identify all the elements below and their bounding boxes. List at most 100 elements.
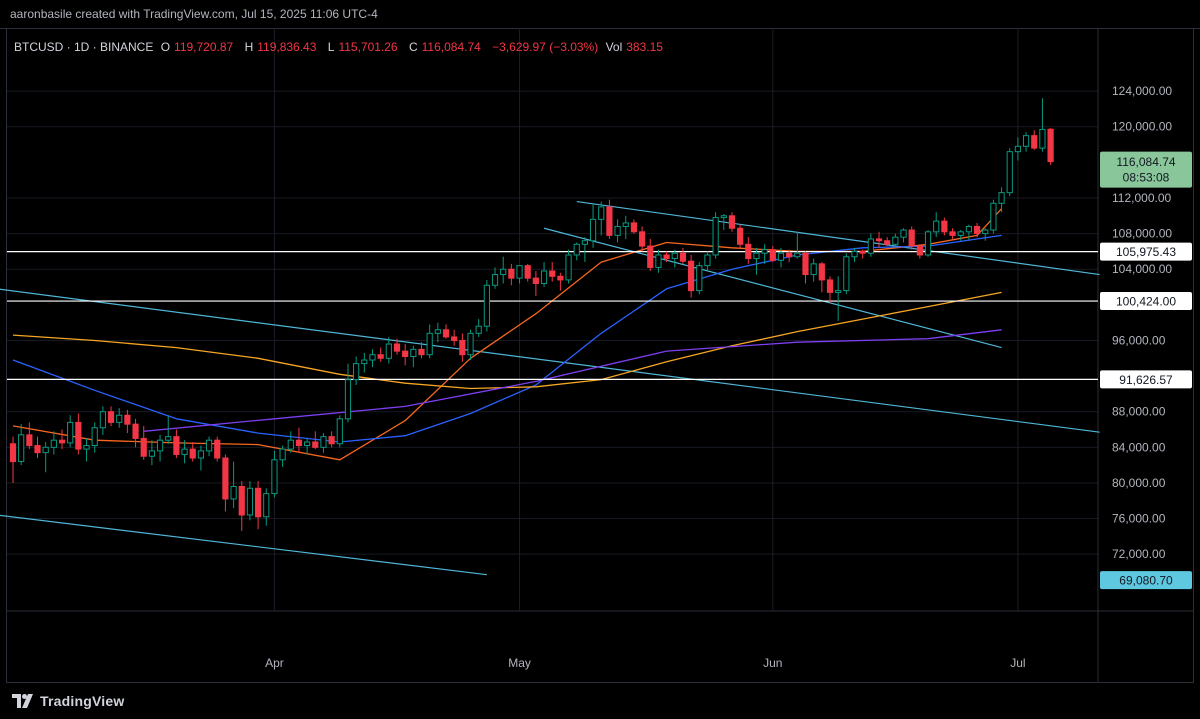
candle-body <box>467 332 474 356</box>
channel-trendline <box>0 288 1100 433</box>
price-tick-label: 112,000.00 <box>1112 191 1171 205</box>
candle-body <box>304 441 311 447</box>
change-value: −3,629.97 (−3.03%) <box>492 40 599 54</box>
candle-body <box>622 222 629 227</box>
level-badge-label: 105,975.43 <box>1116 245 1176 259</box>
price-tick-label: 124,000.00 <box>1112 84 1172 98</box>
open-value: 119,720.87 <box>174 40 234 54</box>
candle-body <box>410 348 417 357</box>
low-label: L <box>327 40 335 54</box>
candle-body <box>197 450 205 459</box>
candle-body <box>835 290 842 293</box>
candle-body <box>83 445 90 450</box>
candle-body <box>189 448 196 459</box>
candle-body <box>982 229 989 235</box>
candle-body <box>377 354 384 359</box>
candle-body <box>402 350 409 357</box>
candle-body <box>516 265 523 279</box>
candle-body <box>222 457 229 500</box>
candle-body <box>581 240 588 245</box>
candle-body <box>557 275 564 281</box>
candle-body <box>1047 128 1054 163</box>
candle-body <box>279 448 286 461</box>
price-tick-label: 96,000.00 <box>1112 333 1166 347</box>
candle-body <box>549 270 556 277</box>
candle-body <box>393 343 401 352</box>
candle-body <box>769 249 776 261</box>
candle-body <box>859 250 866 254</box>
candle-body <box>990 202 997 231</box>
price-tick-label: 108,000.00 <box>1112 227 1172 241</box>
channel-trendline <box>543 227 1002 349</box>
candle-body <box>728 215 736 229</box>
candle-body <box>679 252 687 262</box>
price-tick-label: 120,000.00 <box>1112 120 1172 134</box>
candle-body <box>900 229 907 238</box>
price-tick-label: 88,000.00 <box>1112 405 1166 419</box>
channel-badge-label: 69,080.70 <box>1119 574 1173 588</box>
moving-average-line <box>12 208 1003 461</box>
candle-body <box>737 227 744 245</box>
candle-body <box>320 436 327 448</box>
candle-body <box>949 231 956 236</box>
candle-body <box>761 249 768 254</box>
candle-body <box>908 229 915 247</box>
candle-body <box>638 231 646 247</box>
candle-body <box>328 436 335 445</box>
candle-body <box>459 339 466 356</box>
candle-body <box>255 487 262 518</box>
candle-body <box>704 254 711 267</box>
countdown-label: 08:53:08 <box>1123 171 1170 185</box>
moving-average-line <box>12 234 1002 443</box>
candle-body <box>745 243 752 260</box>
candle-body <box>214 439 221 459</box>
candle-body <box>712 217 719 256</box>
candle-body <box>524 265 531 279</box>
candle-body <box>42 446 49 454</box>
candle-body <box>99 411 106 429</box>
candle-body <box>965 225 972 233</box>
candle-body <box>246 487 254 516</box>
candle-body <box>573 243 580 256</box>
candle-body <box>353 363 360 381</box>
candle-body <box>565 254 572 281</box>
candle-body <box>957 231 964 236</box>
price-tick-label: 76,000.00 <box>1112 512 1166 526</box>
price-tick-label: 80,000.00 <box>1112 476 1166 490</box>
ohlc-legend: BTCUSD · 1D · BINANCE O 119,720.87 H 119,8… <box>14 40 671 54</box>
candle-body <box>263 493 270 518</box>
brand-logo[interactable]: TradingView <box>12 692 124 710</box>
candle-body <box>230 486 237 500</box>
candle-body <box>916 245 923 256</box>
symbol-label[interactable]: BTCUSD · 1D · BINANCE <box>14 40 154 54</box>
month-label: Apr <box>265 656 284 670</box>
candle-body <box>140 437 147 457</box>
candle-body <box>426 332 433 356</box>
candle-body <box>34 445 41 454</box>
high-label: H <box>244 40 254 54</box>
moving-average-line <box>12 291 1002 390</box>
candle-body <box>1006 151 1013 194</box>
candle-body <box>655 254 662 268</box>
candle-body <box>491 274 499 286</box>
candle-body <box>116 414 123 423</box>
chart-frame[interactable] <box>6 28 1194 683</box>
level-badge-label: 100,424.00 <box>1116 295 1176 309</box>
candle-body <box>58 439 66 444</box>
candle-body <box>508 268 515 279</box>
close-label: C <box>408 40 418 54</box>
candle-body <box>851 250 858 258</box>
candle-body <box>369 354 376 361</box>
candle-body <box>810 263 817 276</box>
candle-body <box>1014 145 1022 153</box>
candle-body <box>818 263 825 281</box>
candle-body <box>1031 135 1038 149</box>
candle-body <box>802 252 809 276</box>
candle-body <box>132 423 139 439</box>
candle-body <box>50 439 57 448</box>
candle-body <box>884 240 891 245</box>
last-price-label: 116,084.74 <box>1116 155 1175 169</box>
candle-body <box>181 448 188 455</box>
candle-body <box>696 265 703 292</box>
